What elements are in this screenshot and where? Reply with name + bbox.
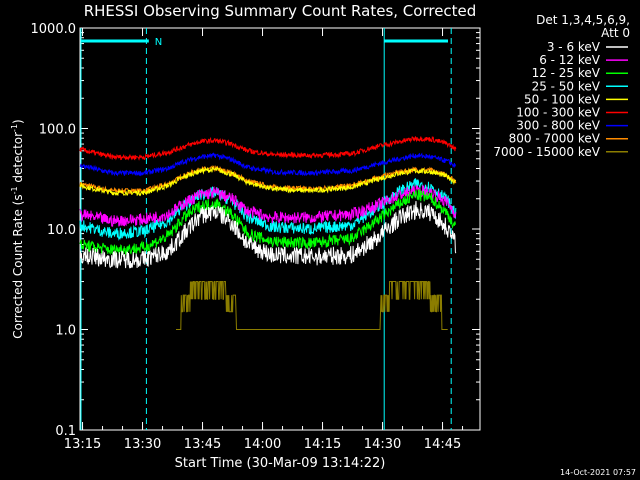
legend-header-1: Det 1,3,4,5,6,9, — [536, 13, 630, 27]
x-tick-label: 13:30 — [124, 437, 161, 452]
x-tick-label: 13:15 — [64, 437, 101, 452]
y-tick-label: 1.0 — [55, 324, 76, 339]
legend-entry-label: 3 - 6 keV — [547, 40, 601, 54]
series-line — [79, 166, 457, 197]
y-axis-label: Corrected Count Rate (s-1 detector-1) — [10, 119, 25, 338]
legend-entry-label: 100 - 300 keV — [516, 106, 600, 120]
chart-title: RHESSI Observing Summary Count Rates, Co… — [84, 2, 477, 20]
y-tick-label: 0.1 — [55, 424, 76, 439]
series-line — [79, 201, 457, 269]
legend-entry-label: 25 - 50 keV — [532, 79, 601, 93]
legend-entry-label: 12 - 25 keV — [532, 66, 601, 80]
series-group — [79, 135, 457, 330]
series-line — [79, 152, 457, 177]
x-tick-label: 13:45 — [184, 437, 221, 452]
legend-entry-label: 50 - 100 keV — [524, 92, 601, 106]
x-tick-label: 14:00 — [244, 437, 281, 452]
x-tick-label: 14:15 — [304, 437, 341, 452]
legend-entry-label: 300 - 800 keV — [516, 119, 600, 133]
series-line — [79, 135, 457, 161]
series-line — [176, 281, 448, 330]
x-tick-label: 14:45 — [424, 437, 461, 452]
axis-ticks: 13:15 13:30 13:45 14:00 14:15 14:30 14:45 0.1 1.… — [31, 22, 480, 452]
legend-entry-label: 800 - 7000 keV — [509, 132, 601, 146]
series-line — [79, 189, 457, 258]
series-line — [79, 184, 457, 227]
night-marker-label: N — [155, 37, 162, 48]
x-axis-label: Start Time (30-Mar-09 13:14:22) — [175, 456, 386, 471]
y-tick-label: 10.0 — [47, 223, 76, 238]
y-tick-label: 1000.0 — [31, 22, 77, 37]
series-line — [79, 178, 457, 241]
y-tick-label: 100.0 — [39, 123, 76, 138]
x-tick-label: 14:30 — [364, 437, 401, 452]
legend-entry-label: 7000 - 15000 keV — [493, 145, 600, 159]
legend-header-2: Att 0 — [601, 26, 630, 40]
timestamp: 14-Oct-2021 07:57 — [560, 468, 636, 477]
legend-entry-label: 6 - 12 keV — [539, 53, 601, 67]
